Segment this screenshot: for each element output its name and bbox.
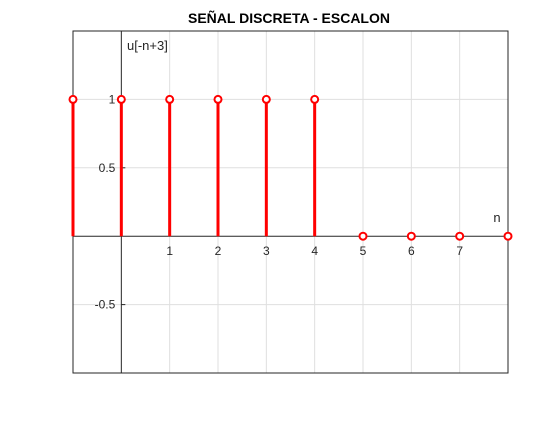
y-axis-label: u[-n+3] [127, 38, 168, 53]
stem-marker [503, 231, 513, 241]
x-tick-label: 2 [215, 244, 222, 258]
x-axis-label: n [493, 210, 500, 225]
stem-marker [68, 94, 78, 104]
stem-marker [310, 94, 320, 104]
y-tick-label: 0.5 [99, 161, 116, 175]
plot-area: 1 2 3 4 5 6 7 -0.5 0.5 1 [68, 30, 513, 374]
x-tick-label: 7 [456, 244, 463, 258]
y-tick-label: 1 [109, 92, 116, 106]
stem-marker [358, 231, 368, 241]
x-tick-label: 6 [408, 244, 415, 258]
stem-marker [116, 94, 126, 104]
plot-background [73, 31, 508, 373]
x-tick-label: 1 [166, 244, 173, 258]
stem-marker [213, 94, 223, 104]
y-tick-label: -0.5 [95, 298, 116, 312]
x-tick-label: 4 [311, 244, 318, 258]
stem-marker [261, 94, 271, 104]
stem-marker [406, 231, 416, 241]
stem-marker [165, 94, 175, 104]
stem-marker [455, 231, 465, 241]
x-tick-label: 3 [263, 244, 270, 258]
x-tick-label: 5 [360, 244, 367, 258]
chart-title: SEÑAL DISCRETA - ESCALON [188, 9, 390, 26]
